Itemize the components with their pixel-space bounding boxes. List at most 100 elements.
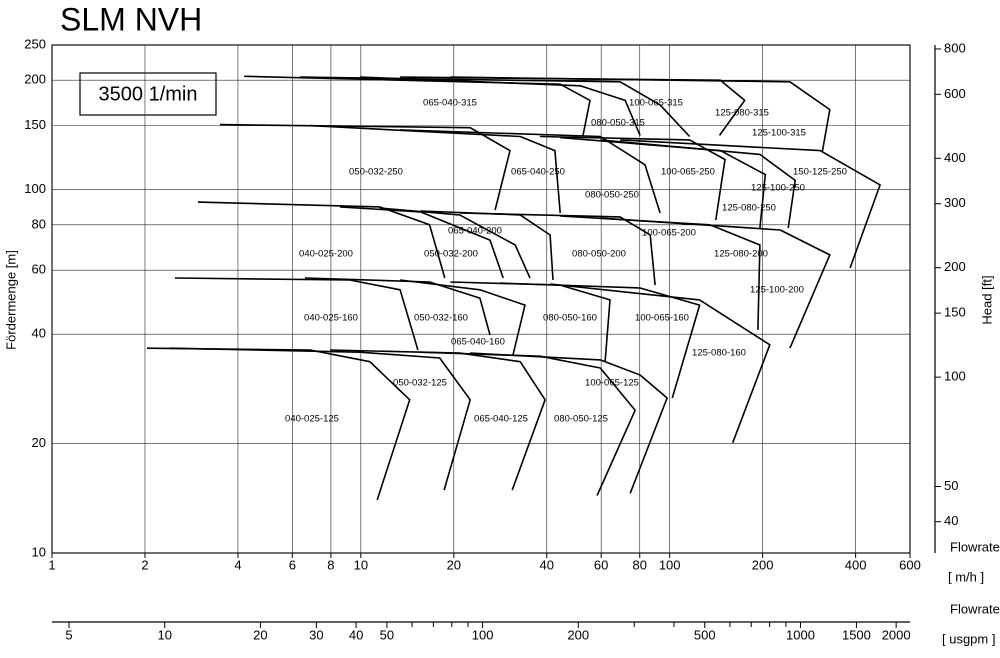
curve [459,212,656,286]
y2-tick-label: 300 [944,195,966,210]
curve-label: 065-040-315 [423,98,477,109]
curve [359,76,641,136]
y2-tick-label: 150 [944,305,966,320]
y2-tick-label: 50 [944,478,958,493]
curve-label: 125-080-200 [714,249,768,260]
curve [420,210,554,281]
x-tick-label: 60 [594,557,608,572]
y2-tick-label: 600 [944,86,966,101]
curve [470,352,668,494]
curve [600,139,796,229]
plot-frame [51,44,911,554]
x-axis-unit: [ m/h ] [948,569,984,584]
x-tick-label: 2 [141,557,148,572]
x-tick-label: 10 [354,557,368,572]
curve-label: 065-040-160 [451,337,505,348]
x2-tick-label: 100 [472,627,494,642]
curve [400,279,526,355]
curve-label: 125-100-315 [752,128,806,139]
y2-tick-label: 200 [944,259,966,274]
x-tick-label: 8 [327,557,334,572]
x2-tick-label: 500 [694,627,716,642]
x2-tick-label: 20 [253,627,267,642]
x-tick-label: 1 [48,557,55,572]
y-axis-label: Fördermenge [m] [3,250,18,350]
y-tick-label: 80 [32,216,46,231]
x-axis-label: Flowrate [950,539,1000,554]
x2-tick-label: 200 [567,627,589,642]
curve-label: 100-065-200 [642,228,696,239]
x2-tick-label: 50 [380,627,394,642]
curve [197,201,446,279]
x-tick-label: 6 [289,557,296,572]
y-tick-label: 100 [24,181,46,196]
curve-label: 100-065-315 [629,98,683,109]
y-tick-label: 60 [32,262,46,277]
y-tick-label: 10 [32,544,46,559]
x2-tick-label: 2000 [882,627,911,642]
x-tick-label: 200 [752,557,774,572]
curve-label: 050-032-125 [393,378,447,389]
y-tick-label: 20 [32,435,46,450]
x-tick-label: 100 [659,557,681,572]
curve [146,347,411,501]
curve [379,207,531,279]
curve-label: 050-032-160 [414,313,468,324]
x2-tick-label: 10 [157,627,171,642]
curve [330,349,546,491]
y-tick-label: 250 [24,36,46,51]
x-tick-label: 600 [899,557,921,572]
chart-title: SLM NVH [60,1,202,37]
y2-tick-label: 400 [944,150,966,165]
x2-tick-label: 30 [309,627,323,642]
y-tick-label: 150 [24,117,46,132]
curve-label: 150-125-250 [793,167,847,178]
curve-label: 125-080-315 [715,108,769,119]
curve [304,277,491,336]
curve-label: 040-025-125 [285,414,339,425]
curve [550,283,771,444]
curve [244,75,591,136]
curve-label: 040-025-160 [304,313,358,324]
curve-label: 100-065-160 [635,313,689,324]
curve-label: 100-065-250 [661,167,715,178]
curve-label: 125-100-250 [751,183,805,194]
curve-label: 080-050-200 [572,249,626,260]
x-tick-label: 40 [540,557,554,572]
x2-tick-label: 40 [349,627,363,642]
curve-label: 065-040-250 [511,167,565,178]
curve-label: 050-032-200 [424,249,478,260]
curve [450,76,831,153]
curve-label: 080-050-125 [554,414,608,425]
curve-label: 080-050-315 [591,118,645,129]
x-tick-label: 80 [633,557,647,572]
y-tick-label: 40 [32,326,46,341]
y2-tick-label: 100 [944,369,966,384]
y2-tick-label: 40 [944,513,958,528]
x2-axis-label: Flowrate [950,601,1000,616]
curve [174,277,419,351]
x2-tick-label: 1000 [786,627,815,642]
curve-label: 080-050-250 [585,190,639,201]
curve-label: 125-100-200 [750,285,804,296]
curve [299,76,691,138]
x-tick-label: 20 [447,557,461,572]
y-tick-label: 200 [24,72,46,87]
curve-label: 125-080-160 [692,348,746,359]
curve [560,136,767,229]
curve [620,139,881,269]
curve [169,347,471,491]
curve [339,206,504,279]
x2-axis-unit: [ usgpm ] [942,631,995,646]
curve-label: 050-032-250 [349,167,403,178]
curve-label: 080-050-160 [543,313,597,324]
curve-label: 100-065-125 [585,378,639,389]
y2-tick-label: 800 [944,40,966,55]
curve [400,129,661,214]
x-tick-label: 4 [234,557,241,572]
curve-label: 125-080-250 [722,203,776,214]
x2-tick-label: 5 [65,627,72,642]
x-tick-label: 400 [845,557,867,572]
curve [600,217,831,349]
